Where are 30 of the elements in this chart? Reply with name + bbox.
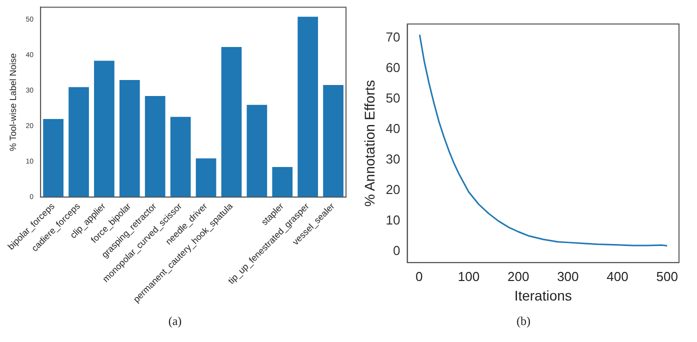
y-tick-label: 20 bbox=[386, 182, 400, 198]
x-tick-label: 100 bbox=[458, 268, 480, 284]
y-tick-label: 70 bbox=[386, 29, 400, 44]
y-axis-title: % Tool-wise Label Noise bbox=[8, 53, 18, 152]
y-tick-label: 30 bbox=[386, 152, 400, 167]
bar bbox=[196, 158, 216, 198]
x-tick-label: 200 bbox=[507, 268, 530, 284]
text: (b) bbox=[516, 314, 532, 329]
bar bbox=[298, 16, 318, 198]
bar bbox=[68, 87, 89, 198]
text: (a) bbox=[167, 314, 183, 329]
bar bbox=[246, 104, 268, 198]
x-tick-label: 400 bbox=[606, 268, 628, 284]
bar bbox=[119, 80, 140, 198]
bar bbox=[221, 46, 242, 198]
y-tick-label: 50 bbox=[386, 90, 400, 106]
y-tick-label: 10 bbox=[386, 212, 400, 228]
bar bbox=[43, 119, 64, 198]
y-tick-label: 40 bbox=[386, 120, 400, 136]
bar bbox=[323, 84, 344, 198]
bar bbox=[144, 96, 166, 198]
bar bbox=[272, 166, 293, 198]
x-tick-label: 300 bbox=[557, 268, 579, 284]
x-axis-title: Iterations bbox=[514, 287, 572, 304]
x-tick-label: 500 bbox=[656, 268, 678, 284]
x-tick-label: 0 bbox=[416, 268, 423, 284]
y-axis-title: % Annotation Efforts bbox=[361, 80, 378, 207]
y-tick-label: 60 bbox=[386, 60, 400, 75]
bar bbox=[94, 60, 114, 198]
bar bbox=[170, 116, 191, 198]
